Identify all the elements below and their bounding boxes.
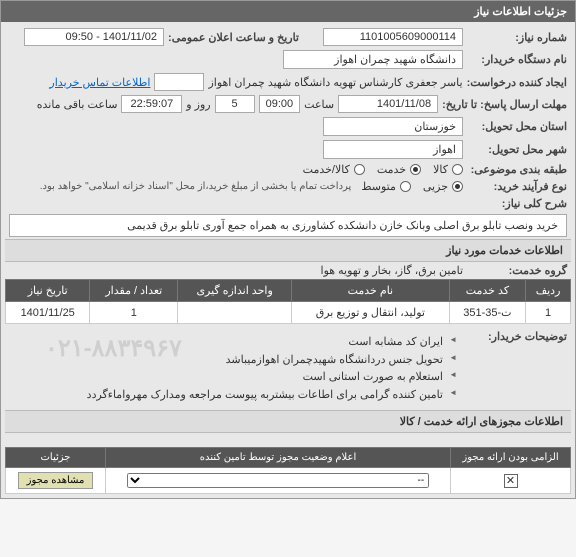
group-label: گروه خدمت: bbox=[467, 264, 567, 277]
td-date: 1401/11/25 bbox=[6, 302, 90, 324]
need-no-label: شماره نیاز: bbox=[467, 31, 567, 44]
td-unit bbox=[178, 302, 292, 324]
table-header-row: ردیف کد خدمت نام خدمت واحد اندازه گیری ت… bbox=[6, 280, 571, 302]
th-code: کد خدمت bbox=[449, 280, 525, 302]
auth-table: الزامی بودن ارائه مجوز اعلام وضعیت مجوز … bbox=[5, 447, 571, 494]
radio-kala-khadmat[interactable]: کالا/خدمت bbox=[303, 163, 365, 176]
province-label: استان محل تحویل: bbox=[467, 120, 567, 133]
table-row: 1 ت-35-351 تولید، انتقال و توزیع برق 1 1… bbox=[6, 302, 571, 324]
td-qty: 1 bbox=[90, 302, 178, 324]
city-label: شهر محل تحویل: bbox=[467, 143, 567, 156]
radio-icon bbox=[452, 164, 463, 175]
row-province: استان محل تحویل: خوزستان bbox=[5, 115, 571, 138]
td-status: -- bbox=[106, 468, 451, 494]
list-item: تامین کننده گرامی برای اطاعات بیشتربه پی… bbox=[87, 387, 443, 405]
process-radio-group: جزیی متوسط bbox=[361, 180, 463, 193]
panel-title: جزئیات اطلاعات نیاز bbox=[1, 1, 575, 22]
row-creator: ایجاد کننده درخواست: یاسر جعفری کارشناس … bbox=[5, 71, 571, 93]
td-code: ت-35-351 bbox=[449, 302, 525, 324]
subject-class-label: طبقه بندی موضوعی: bbox=[467, 163, 567, 176]
th-mandatory: الزامی بودن ارائه مجوز bbox=[451, 448, 571, 468]
creator-label: ایجاد کننده درخواست: bbox=[467, 76, 567, 89]
radio-icon bbox=[452, 181, 463, 192]
row-group: گروه خدمت: تامین برق، گاز، بخار و تهویه … bbox=[5, 262, 571, 279]
radio-kala[interactable]: کالا bbox=[433, 163, 463, 176]
panel-body: شماره نیاز: 1101005609000114 تاریخ و ساع… bbox=[1, 22, 575, 498]
th-details: جزئیات bbox=[6, 448, 106, 468]
buyer-notes-label: توضیحات خریدار: bbox=[467, 330, 567, 343]
radio-jozi-label: جزیی bbox=[423, 180, 448, 193]
view-permit-button[interactable]: مشاهده مجوز bbox=[18, 472, 94, 489]
desc-field: خرید ونصب تابلو برق اصلی وبانک خازن دانش… bbox=[9, 214, 567, 237]
row-buyer: نام دستگاه خریدار: دانشگاه شهید چمران اه… bbox=[5, 48, 571, 71]
announce-field: 1401/11/02 - 09:50 bbox=[24, 28, 164, 46]
service-table: ردیف کد خدمت نام خدمت واحد اندازه گیری ت… bbox=[5, 279, 571, 324]
buyer-label: نام دستگاه خریدار: bbox=[467, 53, 567, 66]
th-date: تاریخ نیاز bbox=[6, 280, 90, 302]
radio-khadmat-label: خدمت bbox=[377, 163, 406, 176]
days-left-field: 5 bbox=[215, 95, 255, 113]
table-row: -- مشاهده مجوز bbox=[6, 468, 571, 494]
process-label: نوع فرآیند خرید: bbox=[467, 180, 567, 193]
row-buyer-notes: توضیحات خریدار: ایران کد مشابه است تحویل… bbox=[5, 324, 571, 410]
auth-section-title: اطلاعات مجوزهای ارائه خدمت / کالا bbox=[5, 410, 571, 433]
row-desc-label: شرح کلی نیاز: bbox=[5, 195, 571, 212]
radio-motavaset[interactable]: متوسط bbox=[361, 180, 411, 193]
radio-icon bbox=[410, 164, 421, 175]
buyer-field: دانشگاه شهید چمران اهواز bbox=[283, 50, 463, 69]
td-details: مشاهده مجوز bbox=[6, 468, 106, 494]
group-value: تامین برق، گاز، بخار و تهویه هوا bbox=[321, 264, 463, 277]
process-note: پرداخت تمام یا بخشی از مبلغ خرید،از محل … bbox=[40, 181, 358, 192]
th-row: ردیف bbox=[526, 280, 571, 302]
buyer-notes-list: ایران کد مشابه است تحویل جنس دردانشگاه ش… bbox=[67, 330, 463, 408]
radio-kala-label: کالا bbox=[433, 163, 448, 176]
list-item: استعلام به صورت استانی است bbox=[87, 369, 443, 387]
announce-label: تاریخ و ساعت اعلان عمومی: bbox=[168, 31, 299, 44]
spacer bbox=[5, 433, 571, 447]
status-select[interactable]: -- bbox=[127, 473, 429, 488]
creator-empty-field bbox=[154, 73, 204, 91]
desc-label: شرح کلی نیاز: bbox=[467, 197, 567, 210]
radio-motavaset-label: متوسط bbox=[361, 180, 396, 193]
radio-icon bbox=[400, 181, 411, 192]
th-name: نام خدمت bbox=[291, 280, 449, 302]
td-mandatory bbox=[451, 468, 571, 494]
list-item: تحویل جنس دردانشگاه شهیدچمران اهوازمیباش… bbox=[87, 352, 443, 370]
radio-icon bbox=[354, 164, 365, 175]
list-item: ایران کد مشابه است bbox=[87, 334, 443, 352]
subject-radio-group: کالا خدمت کالا/خدمت bbox=[303, 163, 463, 176]
mandatory-checkbox[interactable] bbox=[504, 474, 518, 488]
row-subject-class: طبقه بندی موضوعی: کالا خدمت کالا/خدمت bbox=[5, 161, 571, 178]
day-label: روز و bbox=[186, 98, 210, 111]
table-header-row: الزامی بودن ارائه مجوز اعلام وضعیت مجوز … bbox=[6, 448, 571, 468]
services-section-title: اطلاعات خدمات مورد نیاز bbox=[5, 239, 571, 262]
countdown-timer: 22:59:07 bbox=[121, 95, 182, 113]
need-no-field: 1101005609000114 bbox=[323, 28, 463, 46]
deadline-time-field: 09:00 bbox=[259, 95, 301, 113]
radio-jozi[interactable]: جزیی bbox=[423, 180, 463, 193]
th-status: اعلام وضعیت مجوز توسط تامین کننده bbox=[106, 448, 451, 468]
deadline-date-field: 1401/11/08 bbox=[338, 95, 438, 113]
radio-khadmat[interactable]: خدمت bbox=[377, 163, 421, 176]
td-name: تولید، انتقال و توزیع برق bbox=[291, 302, 449, 324]
remaining-label: ساعت باقی مانده bbox=[37, 98, 118, 111]
row-deadline: مهلت ارسال پاسخ: تا تاریخ: 1401/11/08 سا… bbox=[5, 93, 571, 115]
province-field: خوزستان bbox=[323, 117, 463, 136]
main-panel: جزئیات اطلاعات نیاز شماره نیاز: 11010056… bbox=[0, 0, 576, 499]
row-city: شهر محل تحویل: اهواز bbox=[5, 138, 571, 161]
td-idx: 1 bbox=[526, 302, 571, 324]
creator-value: یاسر جعفری کارشناس تهویه دانشگاه شهید چم… bbox=[208, 76, 462, 89]
time-label: ساعت bbox=[304, 98, 334, 111]
city-field: اهواز bbox=[323, 140, 463, 159]
th-unit: واحد اندازه گیری bbox=[178, 280, 292, 302]
row-need-announce: شماره نیاز: 1101005609000114 تاریخ و ساع… bbox=[5, 26, 571, 48]
contact-link[interactable]: اطلاعات تماس خریدار bbox=[49, 76, 150, 89]
radio-kala-khadmat-label: کالا/خدمت bbox=[303, 163, 350, 176]
row-process: نوع فرآیند خرید: جزیی متوسط پرداخت تمام … bbox=[5, 178, 571, 195]
deadline-label: مهلت ارسال پاسخ: تا تاریخ: bbox=[442, 98, 567, 111]
th-qty: تعداد / مقدار bbox=[90, 280, 178, 302]
